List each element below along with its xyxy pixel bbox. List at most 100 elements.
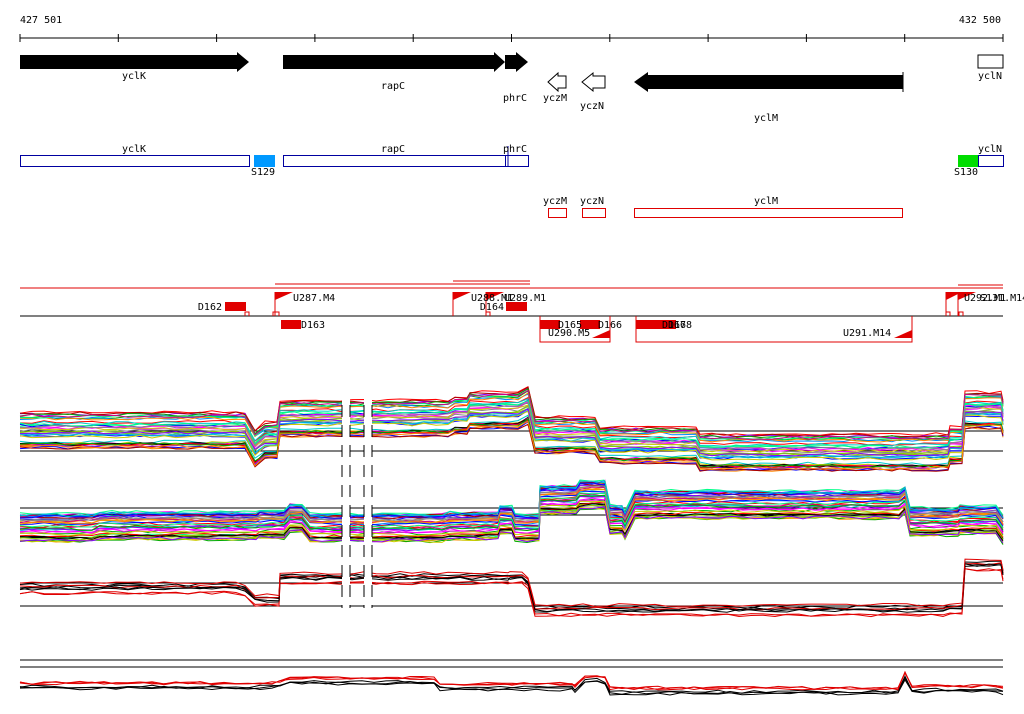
- segment: [20, 155, 250, 167]
- transcript-label: yclM: [754, 196, 778, 207]
- profile-line: [19, 670, 1004, 691]
- probe-block: [506, 302, 527, 311]
- profile-line: [19, 408, 1004, 457]
- gene-label: yclM: [754, 113, 778, 124]
- profile-line: [19, 496, 1004, 534]
- flag: [453, 292, 471, 300]
- profile-line: [19, 568, 1004, 617]
- probe-label: U292.M1: [964, 293, 1006, 304]
- probe-label: U289.M1: [504, 293, 546, 304]
- profile-line: [19, 404, 1004, 455]
- data-gap: [364, 395, 372, 615]
- gene-arrow: [581, 71, 606, 93]
- profile-line: [19, 404, 1004, 453]
- flag: [894, 330, 912, 338]
- probe-label: U288.M1: [471, 293, 513, 304]
- probe-label: U290.M5: [548, 328, 590, 339]
- segment: [505, 155, 529, 167]
- profile-line: [19, 563, 1004, 613]
- profile-line: [19, 485, 1004, 523]
- flag: [275, 292, 293, 300]
- probe-block: [225, 302, 246, 311]
- segment-label: yclN: [978, 144, 1002, 155]
- segment-label: S129: [251, 167, 275, 178]
- segment-label: phrC: [503, 144, 527, 155]
- gene-box: [977, 54, 1004, 69]
- probe-label: D167: [662, 320, 686, 331]
- gene-label: yczM: [543, 93, 567, 104]
- segment: [958, 155, 978, 167]
- profile-line: [19, 386, 1004, 438]
- segment-label: rapC: [381, 144, 405, 155]
- probe-label: S131.M14: [980, 293, 1024, 304]
- probe-block: [540, 320, 560, 329]
- segment-label: yclK: [122, 144, 146, 155]
- transcript-track: yczM yczN yclM: [543, 196, 903, 218]
- profile-line: [19, 488, 1004, 525]
- probe-block: [580, 320, 600, 329]
- segment: [254, 155, 275, 167]
- axis-start: 427 501: [20, 15, 62, 26]
- segment-label: S130: [954, 167, 978, 178]
- profile-line: [19, 420, 1004, 471]
- probe-track: D162 U287.M4 U288.M1 U289.M1 D164 D163 D…: [20, 280, 1024, 343]
- flag: [958, 292, 976, 300]
- transcript-label: yczN: [580, 196, 604, 207]
- gene-arrow: [20, 52, 249, 72]
- probe-label: D164: [480, 302, 504, 313]
- probe-label: D166: [598, 320, 622, 331]
- profile-line: [19, 676, 1004, 695]
- profile-line: [19, 678, 1004, 696]
- profile-line: [19, 560, 1004, 609]
- profile-line: [19, 479, 1004, 516]
- profile-line: [19, 500, 1004, 537]
- profile-line: [19, 558, 1004, 607]
- profile-line: [19, 418, 1004, 469]
- profile-line: [19, 400, 1004, 451]
- profile-line: [19, 492, 1004, 529]
- profile-line: [19, 480, 1004, 518]
- probe-block: [281, 320, 301, 329]
- probe-label: D163: [301, 320, 325, 331]
- feature-bracket: [244, 311, 250, 316]
- probe-label: D165: [558, 320, 582, 331]
- probe-label: U291.M14: [843, 328, 891, 339]
- gene-label: phrC: [503, 93, 527, 104]
- transcript: [582, 208, 606, 218]
- flag: [486, 292, 504, 300]
- profile-line: [19, 503, 1004, 542]
- feature-bracket: [958, 311, 964, 316]
- profile-line: [19, 506, 1004, 544]
- profile-line: [19, 491, 1004, 529]
- gene-arrow: [547, 71, 567, 93]
- expression-profiles: [19, 386, 1004, 696]
- gene-label: yclN: [978, 71, 1002, 82]
- probe-block: [636, 320, 656, 329]
- gene-arrow: [634, 72, 903, 92]
- profile-line: [19, 410, 1004, 461]
- gene-label: rapC: [381, 81, 405, 92]
- gene-label: yclK: [122, 71, 146, 82]
- transcript: [634, 208, 903, 218]
- gene-track: yclK rapC phrC yczM yczN yclM yclN: [20, 52, 1004, 124]
- probe-label: U287.M4: [293, 293, 335, 304]
- feature-bracket: [272, 311, 280, 316]
- transcript: [548, 208, 567, 218]
- profile-line: [19, 398, 1004, 447]
- probe-block: [656, 320, 676, 329]
- data-gap: [342, 395, 350, 615]
- gene-arrow: [283, 52, 505, 72]
- profile-line: [19, 507, 1004, 544]
- segment: [978, 155, 1004, 167]
- profile-line: [19, 494, 1004, 532]
- profile-line: [19, 389, 1004, 440]
- flag: [592, 330, 610, 338]
- gene-arrow: [505, 52, 528, 72]
- transcript-label: yczM: [543, 196, 567, 207]
- profile-line: [19, 392, 1004, 443]
- probe-label: D162: [198, 302, 222, 313]
- axis-end: 432 500: [959, 15, 1001, 26]
- segment-track: yclK S129 rapC phrC yclN S130: [20, 144, 1004, 178]
